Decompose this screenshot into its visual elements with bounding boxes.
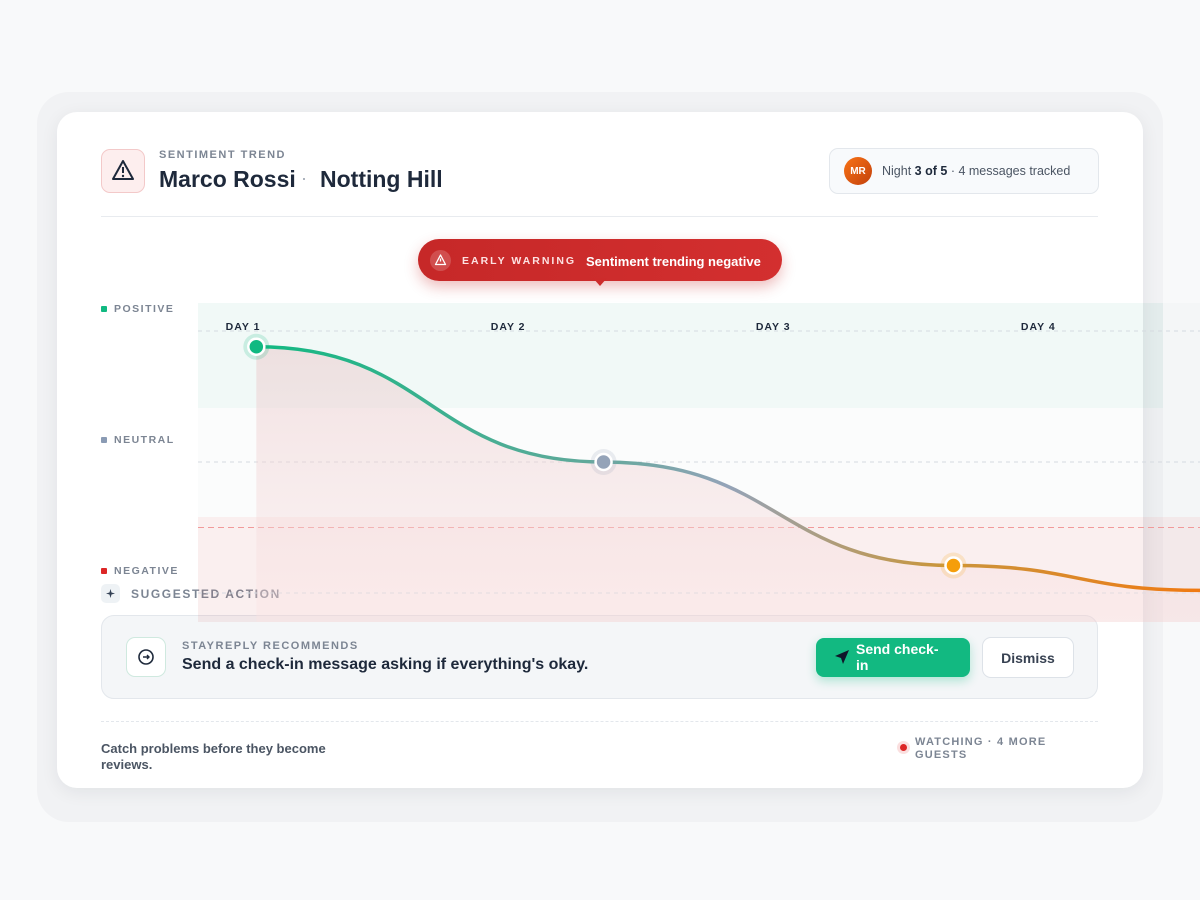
guest-name: Marco Rossi: [159, 166, 296, 192]
eyebrow: SENTIMENT TREND: [159, 149, 286, 161]
avatar: MR: [844, 157, 872, 185]
night-label: Night: [882, 164, 912, 178]
chat-glyph: [138, 649, 154, 665]
send-button[interactable]: Send check-in: [816, 638, 970, 677]
recommend-source: STAYREPLY RECOMMENDS: [182, 640, 359, 652]
messages-count: · 4 messages tracked: [950, 164, 1071, 178]
alert-message: Sentiment trending negative: [586, 254, 761, 269]
warning-glyph: [112, 160, 134, 180]
night-value: 3 of 5: [914, 164, 948, 178]
divider: [101, 216, 1098, 217]
send-glyph: [835, 650, 849, 664]
suggested-heading: SUGGESTED ACTION: [131, 587, 281, 601]
sparkle-glyph: [106, 589, 115, 598]
alert-icon: [430, 250, 451, 271]
warning-icon: [101, 149, 145, 193]
sparkle-icon: [101, 584, 120, 603]
chat-icon: [126, 637, 166, 677]
send-label: Send check-in: [856, 641, 939, 673]
footer-divider: [101, 721, 1098, 722]
night-badge: [829, 148, 1099, 194]
tagline: Catch problems before they become review…: [101, 741, 326, 772]
alert-pill: [418, 239, 782, 281]
property-name: Notting Hill: [320, 166, 443, 192]
recommend-message: Send a check-in message asking if everyt…: [182, 656, 589, 673]
alert-glyph: [434, 254, 447, 266]
alert-pointer: [593, 278, 607, 286]
watching-status: WATCHING · 4 MORE GUESTS: [915, 736, 1047, 761]
badge-text: Night 3 of 5 · 4 messages tracked: [882, 164, 1072, 179]
alert-label: EARLY WARNING: [462, 255, 577, 267]
dismiss-button[interactable]: Dismiss: [982, 637, 1074, 678]
title-separator: ·: [301, 168, 307, 188]
status-dot: [900, 744, 907, 751]
alert-separator: ·: [571, 254, 575, 268]
